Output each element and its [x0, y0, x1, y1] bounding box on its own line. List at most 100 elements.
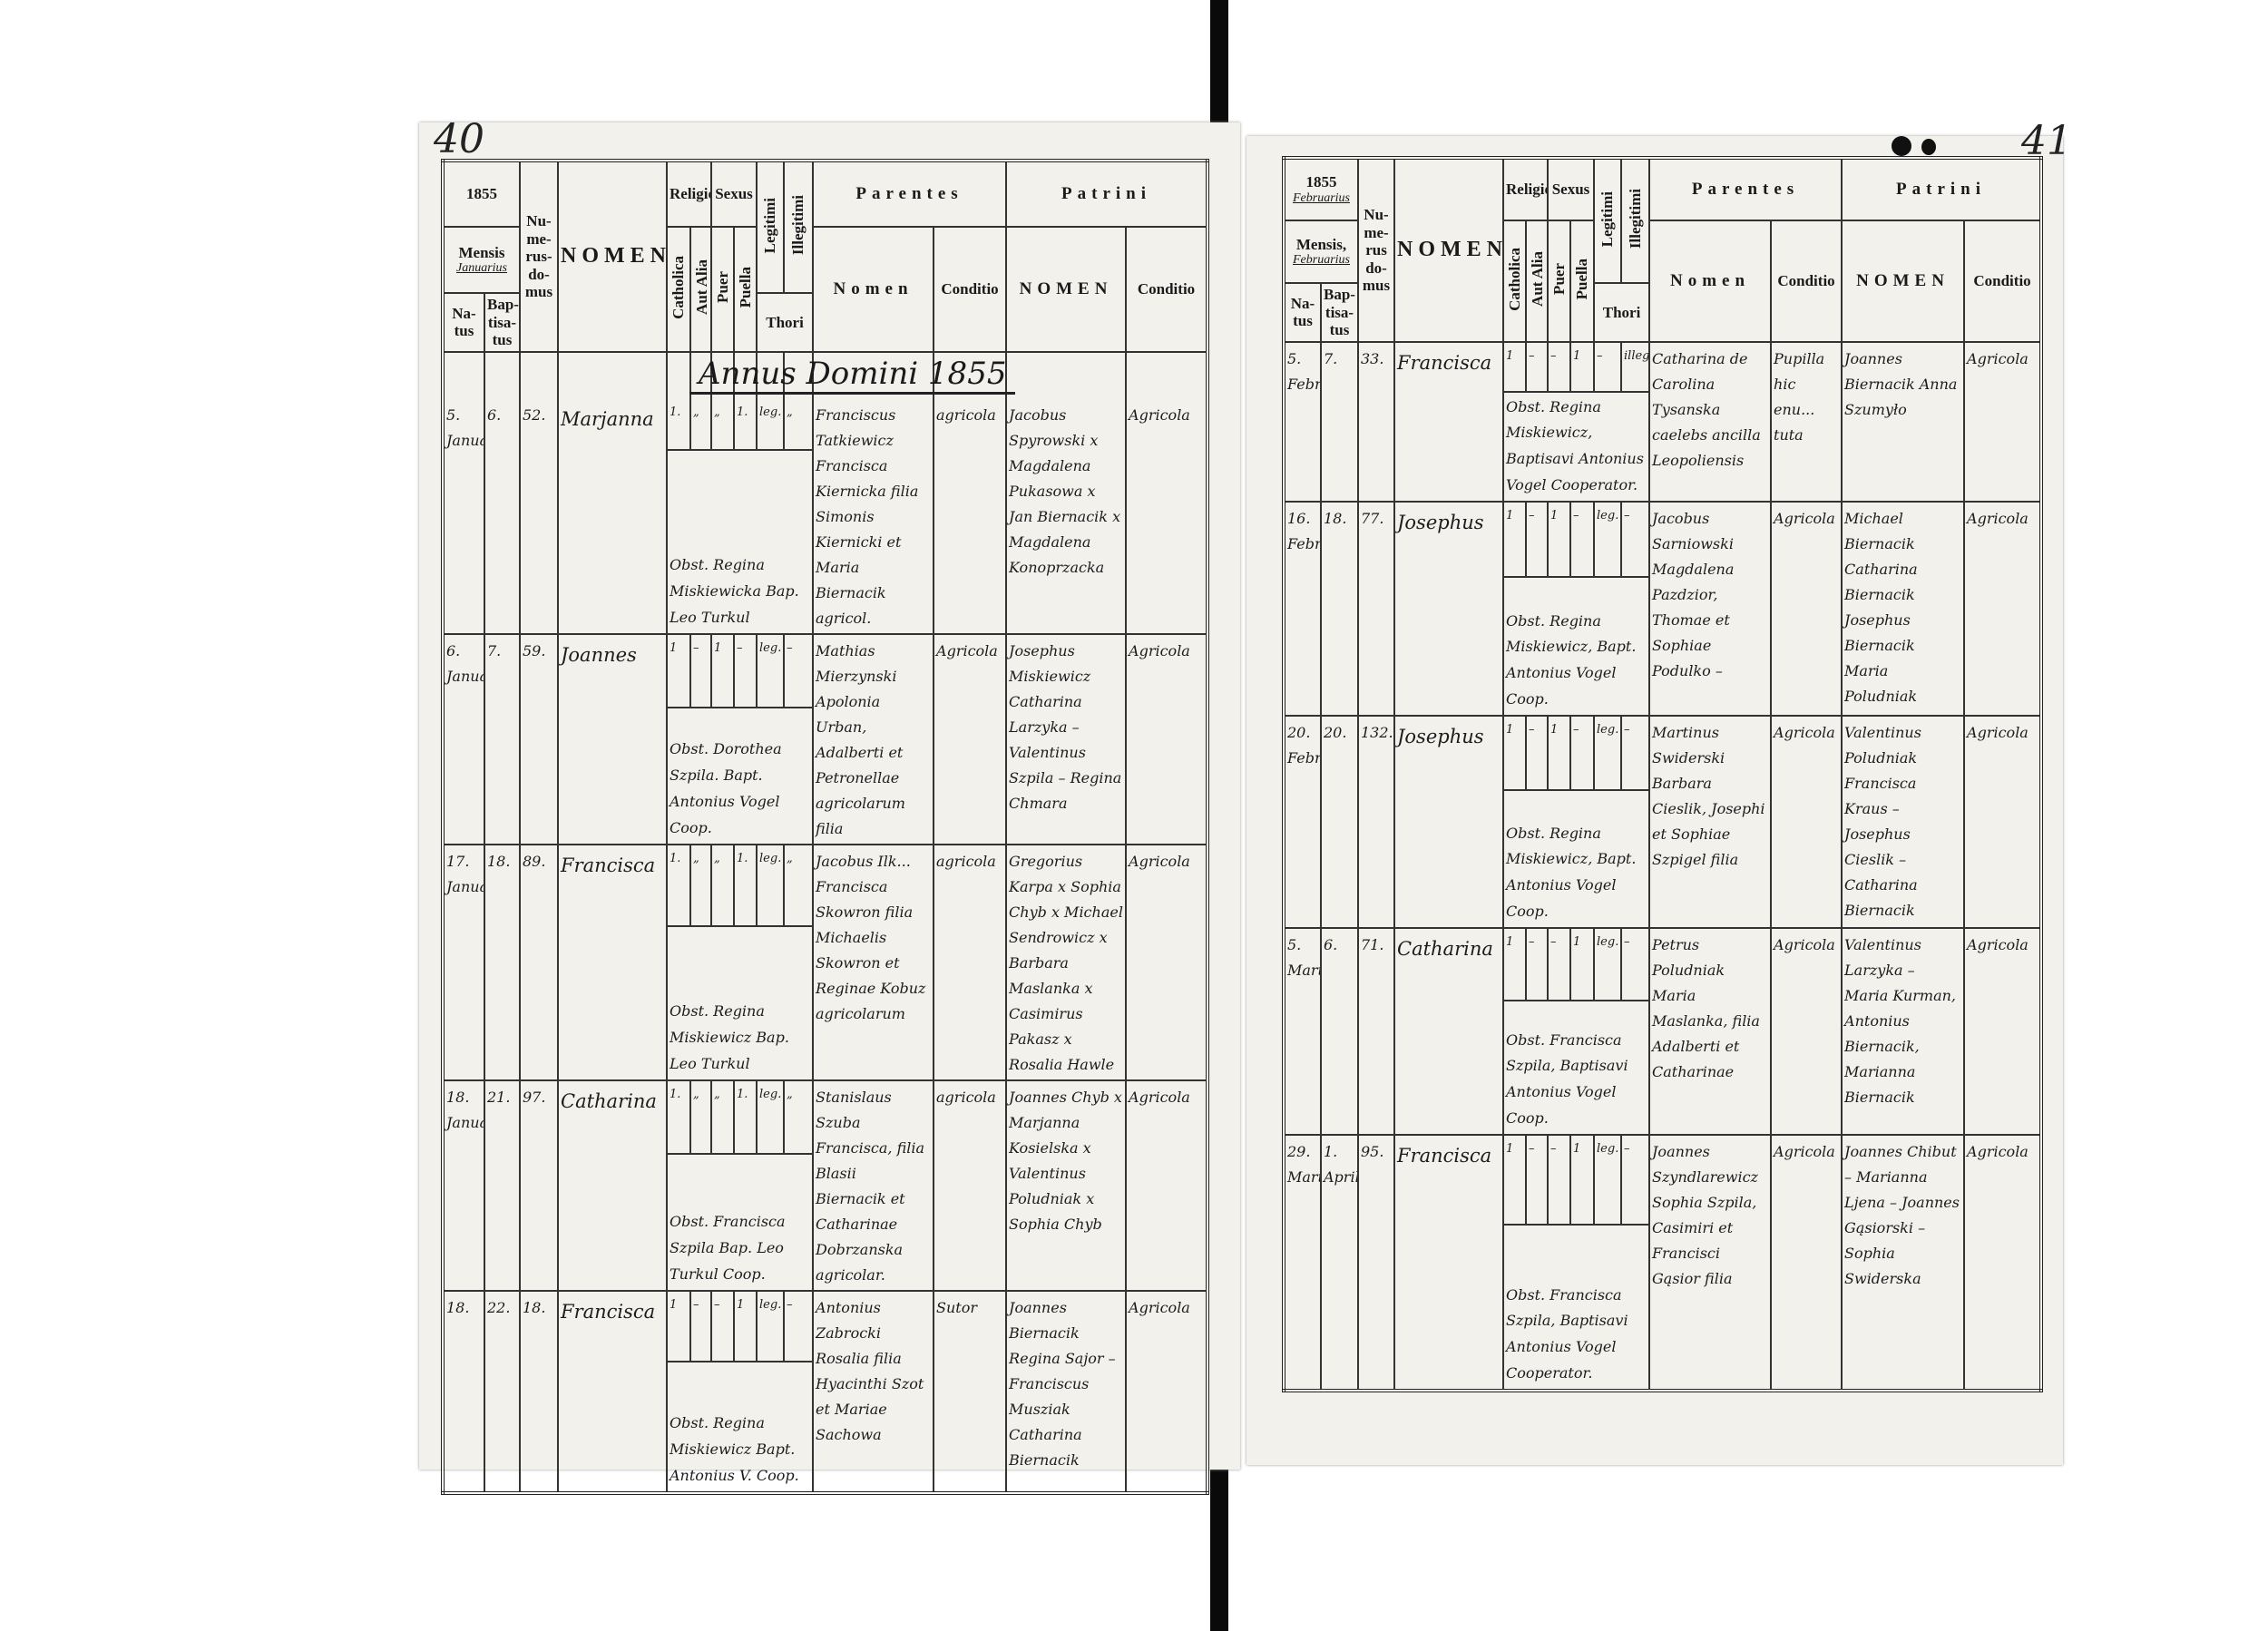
- baptisatus-date: 18.: [484, 843, 521, 1081]
- header-religio: Religio-: [666, 160, 712, 228]
- parentes-nomen: Jacobus Ilk... Francisca Skowron filia M…: [812, 843, 935, 1081]
- legitimi-mark: leg.: [1593, 714, 1623, 791]
- parentes-nomen: Jacobus Sarniowski Magdalena Pazdzior, T…: [1648, 500, 1773, 717]
- illegitimi-mark: illeg.: [1620, 340, 1651, 393]
- sexus-puella: 1.: [732, 1079, 758, 1156]
- legitimi-mark: –: [1593, 340, 1623, 393]
- header-numerus-domus-label: Nu-me-rus-do-mus: [524, 211, 553, 301]
- patrini-conditio: Agricola: [1125, 1289, 1209, 1494]
- header-catholica-label: Catholica: [670, 255, 688, 319]
- header-thori-label: Thori: [766, 313, 804, 331]
- illegitimi-mark: –: [1620, 926, 1651, 1001]
- sexus-puer: „: [710, 1079, 735, 1156]
- parentes-nomen: Joannes Szyndlarewicz Sophia Szpila, Cas…: [1648, 1133, 1773, 1392]
- child-name: Francisca: [557, 843, 668, 1081]
- parentes-conditio: Pupilla hic enu... tuta: [1770, 340, 1843, 503]
- child-name: Joannes: [557, 632, 668, 845]
- header-nomen-label: NOMEN: [561, 244, 667, 269]
- child-name: Josephus: [1393, 714, 1504, 929]
- header-natus: Na-tus: [1283, 282, 1322, 343]
- religio-aut-alia: „: [689, 1079, 712, 1156]
- house-number: 18.: [519, 1289, 559, 1494]
- patrini-nomen: Valentinus Poludniak Francisca Kraus – J…: [1841, 714, 1966, 929]
- house-number: 33.: [1357, 340, 1395, 503]
- legitimi-mark: leg.: [756, 350, 786, 452]
- table-row: 5. Februarii7.33.Francisca1––1–illeg.Cat…: [1283, 340, 2043, 503]
- religio-aut-alia: „: [689, 350, 712, 452]
- illegitimi-mark: „: [783, 843, 815, 928]
- natus-date: 5. Februarii: [1283, 340, 1322, 503]
- table-row-note: Obst. Regina Miskiewicz, Bapt. Antonius …: [1284, 575, 2041, 717]
- ink-blot: [1921, 139, 1936, 155]
- sexus-puer: –: [1547, 1133, 1571, 1226]
- header-patrini: Patrini: [1841, 157, 2043, 221]
- illegitimi-mark: „: [783, 1079, 815, 1156]
- header-patrini-conditio: Conditio: [1963, 220, 2043, 343]
- header-baptisatus: Bap-tisa-tus: [484, 292, 521, 353]
- header-nomen-label: NOMEN: [1397, 238, 1503, 262]
- header-nomen: NOMEN: [1393, 157, 1504, 343]
- header-numerus-domus-label: Nu-me-rus do-mus: [1362, 205, 1391, 295]
- natus-date: 17. Januarii: [442, 843, 485, 1081]
- header-mensis: Mensis, Februarius: [1283, 220, 1359, 284]
- parentes-nomen: Petrus Poludniak Maria Maslanka, filia A…: [1648, 926, 1773, 1136]
- sexus-puella: 1: [1569, 926, 1596, 1001]
- header-year-label: 1855: [466, 185, 497, 203]
- header-patrini-conditio-label: Conditio: [1973, 272, 2031, 290]
- page-number-left: 40: [434, 116, 484, 162]
- header-illegitimi: Illegitimi: [783, 160, 815, 294]
- header-patrini-label: Patrini: [1896, 180, 1987, 200]
- religio-aut-alia: –: [1525, 926, 1549, 1001]
- annus-domini-heading: Annus Domini 1855: [689, 356, 1016, 395]
- baptisatus-date: 7.: [484, 632, 521, 845]
- table-row: 18. Januarii21.97.Catharina1.„„1.leg.„St…: [442, 1079, 1209, 1292]
- obstetrix-baptizans-note: Obst. Regina Miskiewicz, Bapt. Antonius …: [1501, 788, 1651, 929]
- patrini-conditio: Agricola: [1963, 714, 2043, 929]
- baptism-register-right: 1855 Februarius Nu-me-rus do-mus NOMEN Relig…: [1282, 156, 2044, 1392]
- illegitimi-mark: –: [783, 1289, 815, 1362]
- child-name: Francisca: [1393, 340, 1504, 503]
- obstetrix-baptizans-note: Obst. Regina Miskiewicz Bapt. Antonius V…: [665, 1360, 815, 1494]
- parentes-conditio: Sutor: [933, 1289, 1008, 1494]
- table-row: 18. 22. 18. Francisca 1– –1 leg. – Antonius Zabr…: [442, 1289, 1209, 1494]
- header-aut-alia: Aut Alia: [689, 226, 712, 353]
- table-row-note: Obst. Regina Miskiewicz, Baptisavi Anton…: [1284, 390, 2041, 503]
- sexus-puella: 1: [1569, 340, 1596, 393]
- header-puer-label: Puer: [714, 271, 731, 304]
- header-parentes-nomen-label: Nomen: [1669, 270, 1751, 290]
- header-patrini-nomen-label: NOMEN: [1019, 278, 1113, 298]
- religio-catholica: 1: [1502, 714, 1527, 791]
- patrini-conditio: Agricola: [1125, 843, 1209, 1081]
- patrini-nomen: Michael Biernacik Catharina Biernacik Jo…: [1841, 500, 1966, 717]
- child-name: Josephus: [1393, 500, 1504, 717]
- natus-date: 6. Januarii: [442, 632, 485, 845]
- header-aut-alia-label: Aut Alia: [693, 259, 710, 316]
- house-number: 132.: [1357, 714, 1395, 929]
- child-name: Francisca: [1393, 1133, 1504, 1392]
- baptisatus-date: 6.: [1320, 926, 1359, 1136]
- child-name: Marjanna: [557, 350, 668, 635]
- patrini-nomen: Joannes Chibut – Marianna Ljena – Joanne…: [1841, 1133, 1966, 1392]
- header-parentes-label: Parentes: [1691, 180, 1800, 200]
- header-parentes-conditio-label: Conditio: [1777, 272, 1835, 290]
- header-sexus-label: Sexus: [715, 185, 753, 203]
- obstetrix-baptizans-note: Obst. Regina Miskiewicz, Baptisavi Anton…: [1501, 390, 1651, 503]
- header-baptisatus-label: Bap-tisa-tus: [1324, 286, 1355, 339]
- parentes-nomen: Franciscus Tatkiewicz Francisca Kiernick…: [812, 350, 935, 635]
- header-aut-alia: Aut Alia: [1525, 220, 1549, 343]
- header-legitimi-label: Legitimi: [1598, 190, 1617, 247]
- sexus-puella: –: [732, 632, 758, 708]
- obstetrix-baptizans-note: Obst. Dorothea Szpila. Bapt. Antonius Vo…: [665, 706, 815, 845]
- ink-blot: [1892, 136, 1911, 156]
- header-patrini-nomen-label: NOMEN: [1856, 270, 1950, 290]
- table-row: 17. Januarii18.89.Francisca1.„„1.leg.„Ja…: [442, 843, 1209, 1081]
- table-row: 5. Januarii6.52.Marjanna1.„„1.leg.„Franc…: [442, 350, 1209, 635]
- table-row-note: Obst. Regina Miskiewicz Bap. Leo Turkul: [443, 925, 1207, 1081]
- religio-aut-alia: –: [1525, 1133, 1549, 1226]
- header-nomen: NOMEN: [557, 160, 668, 353]
- table-row: 16. Febr. 18. 77. Josephus 1–1– leg. – Jacobus …: [1283, 500, 2043, 717]
- religio-catholica: 1: [1502, 500, 1527, 578]
- header-catholica-label: Catholica: [1506, 247, 1523, 311]
- table-row-note: Obst. Francisca Szpila Bap. Leo Turkul C…: [443, 1153, 1207, 1292]
- parentes-conditio: agricola: [933, 350, 1008, 635]
